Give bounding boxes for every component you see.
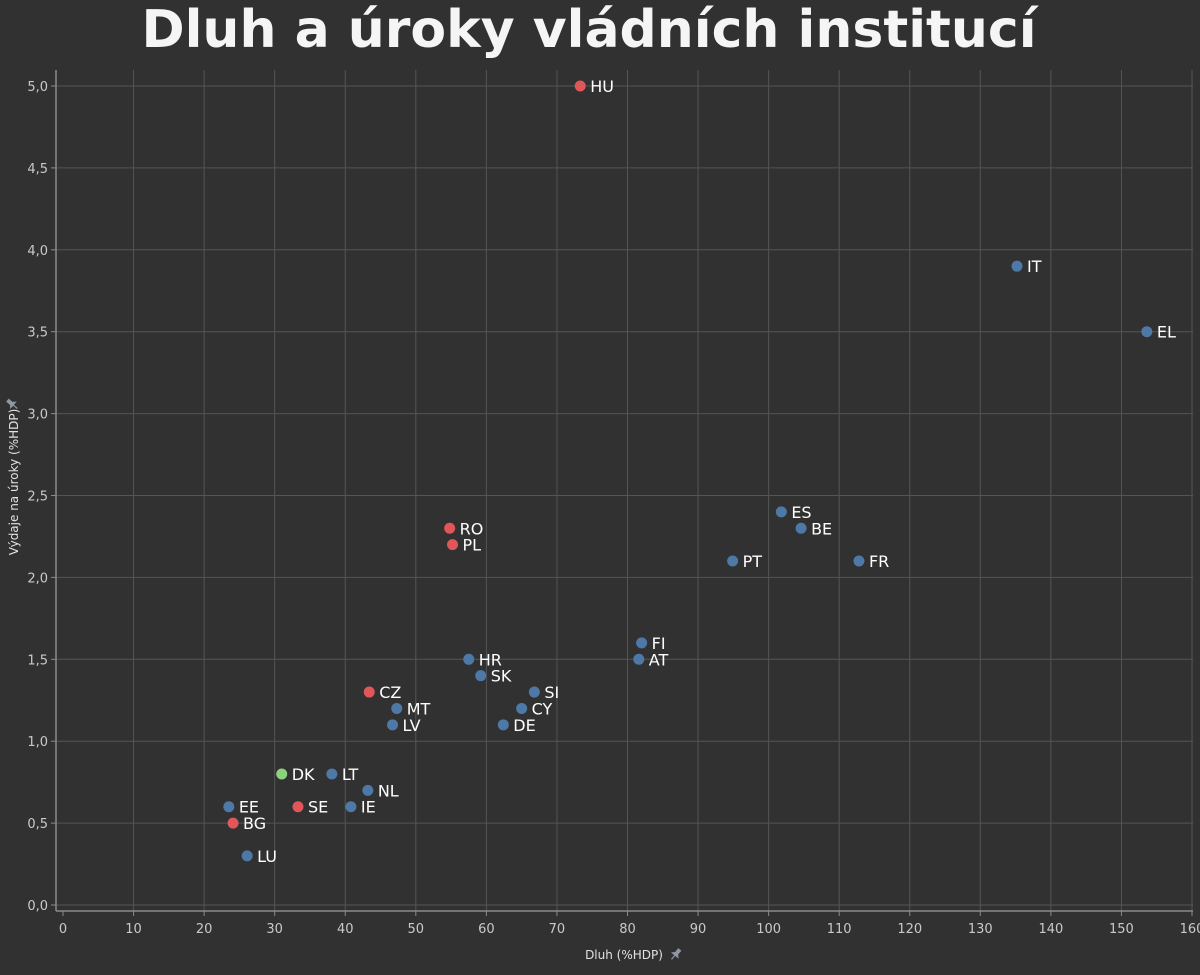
x-tick-label: 120 <box>897 922 922 937</box>
data-label-ee: EE <box>239 798 259 817</box>
data-label-ie: IE <box>361 798 376 817</box>
data-label-ro: RO <box>460 519 484 538</box>
x-tick-label: 50 <box>408 922 425 937</box>
data-point-de <box>497 719 509 731</box>
data-point-ro <box>444 522 456 534</box>
data-label-es: ES <box>791 503 811 522</box>
chart-title: Dluh a úroky vládních institucí <box>141 0 1037 60</box>
data-point-lu <box>241 850 253 862</box>
x-tick-label: 130 <box>968 922 993 937</box>
data-point-fi <box>636 637 648 649</box>
data-label-lv: LV <box>403 716 421 735</box>
x-tick-label: 70 <box>549 922 566 937</box>
data-point-hr <box>463 653 475 665</box>
data-point-nl <box>362 784 374 796</box>
data-label-bg: BG <box>243 814 266 833</box>
data-point-hu <box>574 80 586 92</box>
data-label-at: AT <box>649 650 669 669</box>
data-label-fi: FI <box>652 634 666 653</box>
data-point-mt <box>391 702 403 714</box>
data-point-dk <box>276 768 288 780</box>
y-tick-labels: 0,0 0,5 1,0 1,5 2,0 2,5 3,0 3,5 4,0 4,5 5,0 <box>27 80 48 914</box>
x-tick-label: 100 <box>756 922 781 937</box>
x-tick-label: 80 <box>619 922 636 937</box>
y-tick-label: 3,0 <box>27 408 48 423</box>
data-label-pt: PT <box>743 552 763 571</box>
data-label-se: SE <box>308 798 328 817</box>
data-label-si: SI <box>544 683 559 702</box>
x-tick-label: 40 <box>337 922 354 937</box>
y-tick-label: 4,5 <box>27 162 48 177</box>
x-axis-label: Dluh (%HDP) <box>585 948 663 962</box>
pin-icon[interactable] <box>668 946 684 962</box>
x-tick-label: 160 <box>1180 922 1200 937</box>
y-tick-label: 3,5 <box>27 326 48 341</box>
y-tick-label: 2,0 <box>27 571 48 586</box>
data-label-cz: CZ <box>379 683 401 702</box>
data-point-es <box>775 506 787 518</box>
data-label-mt: MT <box>407 699 431 718</box>
y-tick-label: 5,0 <box>27 80 48 95</box>
y-tick-label: 0,5 <box>27 817 48 832</box>
data-point-ie <box>345 801 357 813</box>
x-tick-labels: 0 10 20 30 40 50 60 70 80 90 100 110 120 130 140 150 160 <box>59 922 1200 937</box>
data-label-cy: CY <box>532 699 553 718</box>
data-label-el: EL <box>1157 323 1176 342</box>
x-tick-label: 60 <box>478 922 495 937</box>
data-point-be <box>795 522 807 534</box>
x-tick-label: 20 <box>196 922 213 937</box>
x-tick-label: 0 <box>59 922 67 937</box>
x-tick-label: 90 <box>690 922 707 937</box>
data-label-hu: HU <box>590 77 614 96</box>
data-label-dk: DK <box>292 765 315 784</box>
data-points <box>223 80 1153 862</box>
data-point-it <box>1011 260 1023 272</box>
grid <box>56 70 1193 911</box>
data-point-el <box>1141 326 1153 338</box>
data-point-pl <box>447 539 459 551</box>
data-point-se <box>292 801 304 813</box>
data-point-si <box>528 686 540 698</box>
data-point-cz <box>363 686 375 698</box>
data-point-fr <box>853 555 865 567</box>
data-label-be: BE <box>811 519 832 538</box>
data-point-at <box>633 653 645 665</box>
data-point-bg <box>227 817 239 829</box>
x-tick-label: 110 <box>827 922 852 937</box>
data-point-pt <box>727 555 739 567</box>
data-label-de: DE <box>513 716 535 735</box>
y-tick-label: 1,0 <box>27 735 48 750</box>
x-tick-label: 30 <box>266 922 283 937</box>
data-point-sk <box>475 670 487 682</box>
x-tick-label: 140 <box>1038 922 1063 937</box>
y-tick-label: 0,0 <box>27 899 48 914</box>
data-point-lt <box>326 768 338 780</box>
data-label-sk: SK <box>491 667 512 686</box>
x-tick-label: 10 <box>125 922 142 937</box>
pin-icon[interactable] <box>4 396 20 412</box>
data-point-ee <box>223 801 235 813</box>
data-label-hr: HR <box>479 650 502 669</box>
data-label-lu: LU <box>257 847 277 866</box>
data-label-it: IT <box>1027 257 1042 276</box>
data-label-nl: NL <box>378 781 399 800</box>
y-tick-label: 2,5 <box>27 490 48 505</box>
x-tick-label: 150 <box>1109 922 1134 937</box>
y-axis-label: Výdaje na úroky (%HDP) <box>7 409 21 556</box>
y-tick-label: 4,0 <box>27 244 48 259</box>
data-label-fr: FR <box>869 552 889 571</box>
data-point-cy <box>516 702 528 714</box>
data-label-lt: LT <box>342 765 359 784</box>
y-tick-label: 1,5 <box>27 653 48 668</box>
axes <box>51 70 1193 916</box>
data-point-lv <box>387 719 399 731</box>
data-label-pl: PL <box>463 536 482 555</box>
